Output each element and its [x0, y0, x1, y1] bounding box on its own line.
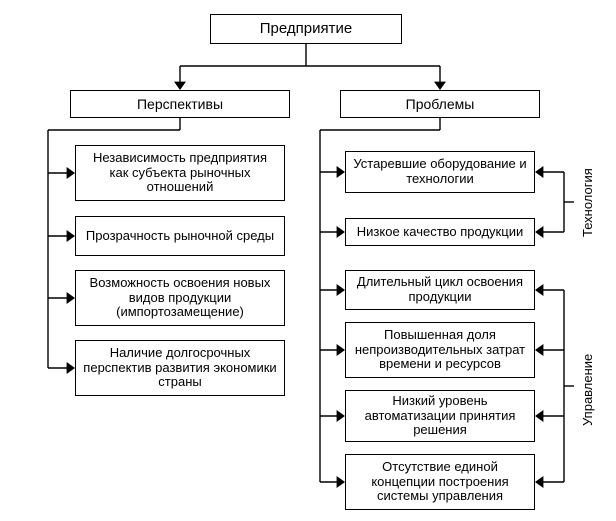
- header-right-label: Проблемы: [406, 96, 475, 112]
- right-item-3-label: Повышенная доля непроизводительных затра…: [352, 328, 528, 373]
- right-item-2-label: Длительный цикл освоения продукции: [352, 275, 528, 305]
- side-label-mgmt: Управление: [580, 300, 595, 480]
- right-item-1: Низкое качество продукции: [345, 218, 535, 246]
- root-node-label: Предприятие: [260, 20, 352, 37]
- left-item-2-label: Возможность освоения новых видов продукц…: [82, 276, 278, 321]
- left-item-0: Независимость предприятия как субъекта р…: [75, 145, 285, 201]
- right-item-1-label: Низкое качество продукции: [357, 225, 523, 240]
- left-item-0-label: Независимость предприятия как субъекта р…: [82, 151, 278, 196]
- right-item-2: Длительный цикл освоения продукции: [345, 270, 535, 310]
- header-right: Проблемы: [340, 90, 540, 118]
- left-item-1-label: Прозрачность рыночной среды: [86, 229, 274, 244]
- right-item-3: Повышенная доля непроизводительных затра…: [345, 322, 535, 378]
- left-item-3: Наличие долгосрочных перспектив развития…: [75, 340, 285, 396]
- left-item-2: Возможность освоения новых видов продукц…: [75, 270, 285, 326]
- right-item-0: Устаревшие оборудование и технологии: [345, 151, 535, 193]
- side-label-tech: Технология: [580, 145, 595, 260]
- header-left: Перспективы: [70, 90, 290, 118]
- diagram-stage: Предприятие Перспективы Проблемы Независимо…: [0, 0, 616, 521]
- connector-layer: [0, 0, 616, 521]
- right-item-4: Низкий уровень автоматизации принятия ре…: [345, 390, 535, 442]
- right-item-4-label: Низкий уровень автоматизации принятия ре…: [352, 394, 528, 439]
- root-node: Предприятие: [210, 14, 402, 44]
- header-left-label: Перспективы: [137, 96, 223, 112]
- left-item-1: Прозрачность рыночной среды: [75, 216, 285, 256]
- left-item-3-label: Наличие долгосрочных перспектив развития…: [82, 346, 278, 391]
- right-item-5-label: Отсутствие единой концепции построения с…: [352, 460, 528, 505]
- right-item-5: Отсутствие единой концепции построения с…: [345, 454, 535, 510]
- right-item-0-label: Устаревшие оборудование и технологии: [352, 157, 528, 187]
